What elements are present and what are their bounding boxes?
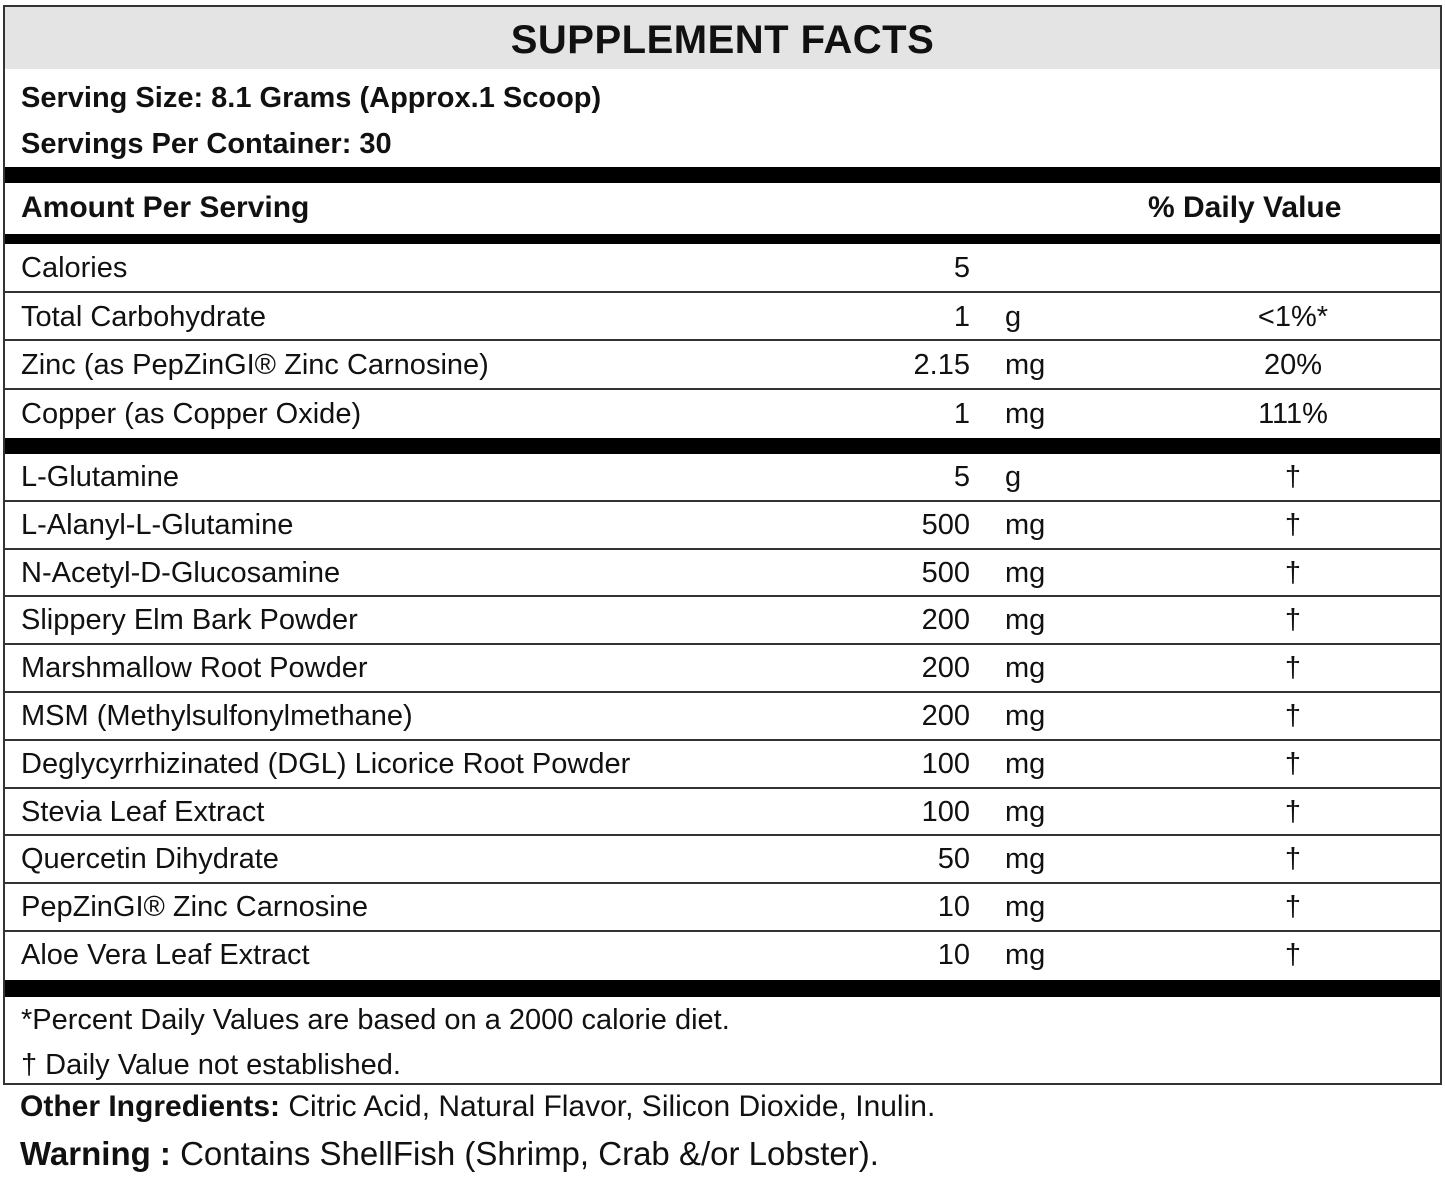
row-unit: mg bbox=[1005, 556, 1046, 589]
row-name: N-Acetyl-D-Glucosamine bbox=[21, 556, 341, 589]
row-unit: mg bbox=[1005, 652, 1046, 685]
row-unit: mg bbox=[1005, 843, 1046, 876]
row-amount: 200 bbox=[921, 652, 970, 685]
row-amount: 1 bbox=[953, 397, 970, 430]
row-dv: 111% bbox=[1258, 397, 1328, 430]
row-name: Quercetin Dihydrate bbox=[21, 843, 279, 876]
other-ingredients-text: Citric Acid, Natural Flavor, Silicon Dio… bbox=[280, 1090, 936, 1123]
row-unit: mg bbox=[1005, 795, 1046, 828]
row-amount: 10 bbox=[937, 891, 970, 924]
warning: Warning : Contains ShellFish (Shrimp, Cr… bbox=[20, 1135, 879, 1173]
thick-divider bbox=[5, 979, 1440, 997]
row-amount: 200 bbox=[921, 604, 970, 637]
row-unit: mg bbox=[1005, 747, 1046, 780]
table-row: MSM (Methylsulfonylmethane) 200 mg † bbox=[5, 693, 1440, 741]
row-unit: mg bbox=[1005, 938, 1046, 971]
thick-divider bbox=[5, 438, 1440, 454]
row-dv: † bbox=[1284, 699, 1302, 732]
row-name: L-Alanyl-L-Glutamine bbox=[21, 508, 294, 541]
row-name: Aloe Vera Leaf Extract bbox=[21, 938, 310, 971]
row-amount: 5 bbox=[953, 252, 970, 284]
row-amount: 200 bbox=[921, 699, 970, 732]
row-unit: mg bbox=[1005, 604, 1046, 637]
supplement-facts-panel: SUPPLEMENT FACTS Serving Size: 8.1 Grams… bbox=[3, 5, 1442, 1085]
warning-label: Warning : bbox=[20, 1135, 171, 1172]
row-amount: 1 bbox=[953, 300, 970, 333]
daily-value-label: % Daily Value bbox=[1148, 191, 1342, 224]
footnote: *Percent Daily Values are based on a 200… bbox=[21, 1003, 730, 1036]
panel-title: SUPPLEMENT FACTS bbox=[5, 7, 1440, 69]
row-name: Calories bbox=[21, 252, 128, 284]
row-name: Zinc (as PepZinGI® Zinc Carnosine) bbox=[21, 349, 489, 381]
row-dv: † bbox=[1284, 938, 1302, 971]
table-row: N-Acetyl-D-Glucosamine 500 mg † bbox=[5, 550, 1440, 598]
ingredient-rows: L-Glutamine 5 g † L-Alanyl-L-Glutamine 500 mg †… bbox=[5, 454, 1440, 980]
row-dv: † bbox=[1284, 652, 1302, 685]
amount-per-serving-label: Amount Per Serving bbox=[21, 191, 310, 224]
row-unit: mg bbox=[1005, 397, 1046, 430]
table-row: L-Glutamine 5 g † bbox=[5, 454, 1440, 502]
row-dv: † bbox=[1284, 795, 1302, 828]
warning-text: Contains ShellFish (Shrimp, Crab &/or Lo… bbox=[170, 1135, 879, 1172]
row-amount: 5 bbox=[953, 461, 970, 493]
table-row: Slippery Elm Bark Powder 200 mg † bbox=[5, 597, 1440, 646]
row-unit: g bbox=[1005, 461, 1022, 493]
row-unit: mg bbox=[1005, 349, 1046, 381]
row-name: Deglycyrrhizinated (DGL) Licorice Root P… bbox=[21, 747, 631, 780]
column-header: Amount Per Serving % Daily Value bbox=[5, 183, 1440, 234]
row-name: Stevia Leaf Extract bbox=[21, 795, 265, 828]
table-row: Zinc (as PepZinGI® Zinc Carnosine) 2.15 mg… bbox=[5, 341, 1440, 390]
row-amount: 50 bbox=[937, 843, 970, 876]
row-dv: † bbox=[1284, 843, 1302, 876]
row-amount: 100 bbox=[921, 747, 970, 780]
row-unit: mg bbox=[1005, 699, 1046, 732]
row-dv: † bbox=[1284, 508, 1302, 541]
row-dv: 20% bbox=[1263, 349, 1323, 381]
row-amount: 100 bbox=[921, 795, 970, 828]
row-unit: mg bbox=[1005, 508, 1046, 541]
table-row: L-Alanyl-L-Glutamine 500 mg † bbox=[5, 502, 1440, 550]
row-dv: † bbox=[1284, 604, 1302, 637]
thick-divider bbox=[5, 167, 1440, 183]
row-dv: <1%* bbox=[1257, 300, 1329, 333]
other-ingredients-label: Other Ingredients: bbox=[20, 1090, 281, 1123]
row-dv: † bbox=[1284, 556, 1302, 589]
row-name: Slippery Elm Bark Powder bbox=[21, 604, 358, 637]
thick-divider bbox=[5, 234, 1440, 244]
table-row: PepZinGI® Zinc Carnosine 10 mg † bbox=[5, 884, 1440, 932]
row-dv: † bbox=[1284, 891, 1302, 924]
row-name: MSM (Methylsulfonylmethane) bbox=[21, 699, 413, 732]
table-row: Stevia Leaf Extract 100 mg † bbox=[5, 789, 1440, 837]
row-name: L-Glutamine bbox=[21, 461, 179, 493]
table-row: Calories 5 bbox=[5, 244, 1440, 293]
row-amount: 500 bbox=[921, 508, 970, 541]
table-row: Marshmallow Root Powder 200 mg † bbox=[5, 645, 1440, 693]
servings-per-container: Servings Per Container: 30 bbox=[21, 128, 392, 160]
row-name: Marshmallow Root Powder bbox=[21, 652, 368, 685]
row-amount: 500 bbox=[921, 556, 970, 589]
table-row: Aloe Vera Leaf Extract 10 mg † bbox=[5, 932, 1440, 980]
row-dv: † bbox=[1284, 461, 1302, 493]
row-amount: 2.15 bbox=[913, 349, 970, 381]
other-ingredients: Other Ingredients: Citric Acid, Natural … bbox=[20, 1090, 935, 1124]
row-amount: 10 bbox=[937, 938, 970, 971]
row-unit: g bbox=[1005, 300, 1022, 333]
row-name: PepZinGI® Zinc Carnosine bbox=[21, 891, 368, 924]
table-row: Deglycyrrhizinated (DGL) Licorice Root P… bbox=[5, 741, 1440, 789]
serving-size: Serving Size: 8.1 Grams (Approx.1 Scoop) bbox=[21, 82, 602, 114]
table-row: Copper (as Copper Oxide) 1 mg 111% bbox=[5, 390, 1440, 439]
row-name: Total Carbohydrate bbox=[21, 300, 267, 333]
footnotes: *Percent Daily Values are based on a 200… bbox=[5, 997, 1440, 1087]
nutrient-rows: Calories 5 Total Carbohydrate 1 g <1%* Zinc (a… bbox=[5, 244, 1440, 438]
table-row: Quercetin Dihydrate 50 mg † bbox=[5, 836, 1440, 885]
row-unit: mg bbox=[1005, 891, 1046, 924]
table-row: Total Carbohydrate 1 g <1%* bbox=[5, 293, 1440, 341]
row-name: Copper (as Copper Oxide) bbox=[21, 397, 362, 430]
footnote: † Daily Value not established. bbox=[21, 1048, 401, 1081]
row-dv: † bbox=[1284, 747, 1302, 780]
